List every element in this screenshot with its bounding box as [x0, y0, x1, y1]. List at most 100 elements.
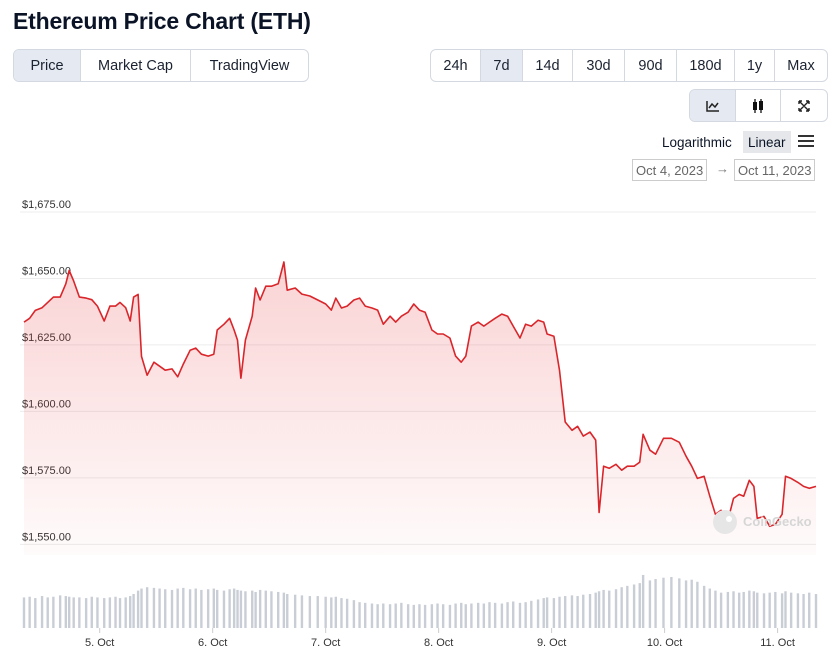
tab-button[interactable]: Market Cap — [81, 50, 191, 81]
volume-bar — [552, 598, 556, 628]
volume-bar — [340, 598, 343, 628]
volume-bar — [67, 596, 71, 628]
volume-bar — [441, 604, 445, 628]
volume-bar — [576, 596, 579, 628]
chart-tabs: Price Market Cap TradingView — [13, 49, 309, 82]
volume-bar — [264, 590, 267, 628]
range-button[interactable]: 90d — [625, 50, 677, 81]
volume-bar — [152, 587, 156, 628]
volume-bar — [22, 597, 26, 628]
volume-bar — [460, 602, 463, 628]
volume-bar — [748, 590, 751, 628]
date-arrow: → — [716, 161, 729, 176]
volume-bar — [476, 602, 480, 628]
range-button[interactable]: 180d — [677, 50, 735, 81]
volume-bar — [103, 598, 106, 628]
volume-bar — [132, 594, 135, 628]
volume-bar — [774, 591, 777, 628]
volume-bar — [780, 593, 784, 628]
line-chart-button[interactable] — [690, 90, 736, 121]
volume-bar — [470, 603, 473, 628]
price-area — [24, 262, 816, 555]
volume-bar — [90, 596, 93, 628]
volume-bar — [423, 604, 427, 628]
volume-bar — [789, 592, 793, 628]
volume-bar — [708, 588, 711, 628]
volume-bar — [64, 596, 68, 628]
volume-bar — [254, 591, 257, 628]
volume-bar — [136, 590, 140, 628]
volume-bar — [536, 599, 540, 628]
volume-bar — [714, 590, 717, 628]
expand-icon — [798, 99, 810, 112]
range-button[interactable]: 30d — [573, 50, 625, 81]
volume-bar — [182, 587, 185, 628]
menu-button[interactable] — [797, 134, 815, 153]
volume-bar — [239, 590, 243, 628]
range-button[interactable]: 7d — [481, 50, 523, 81]
volume-bar — [752, 591, 756, 628]
volume-bar — [662, 577, 665, 628]
tab-button[interactable]: Price — [14, 50, 81, 81]
volume-bar — [382, 603, 385, 628]
volume-bar — [742, 591, 745, 628]
volume-bar — [430, 604, 434, 628]
volume-bar — [232, 588, 236, 628]
volume-bar — [493, 602, 497, 628]
fullscreen-button[interactable] — [781, 90, 827, 121]
volume-bar — [719, 592, 723, 628]
volume-bar — [524, 602, 527, 628]
scale-button[interactable]: Linear — [743, 131, 791, 153]
range-button[interactable]: 14d — [523, 50, 573, 81]
volume-bar — [588, 594, 592, 628]
volume-bar — [212, 588, 216, 628]
date-from[interactable]: Oct 4, 2023 — [632, 159, 708, 181]
volume-bar — [345, 598, 349, 628]
candlestick-button[interactable] — [736, 90, 781, 121]
volume-bar — [558, 596, 561, 628]
scale-button[interactable]: Logarithmic — [662, 134, 732, 150]
volume-bar — [737, 592, 741, 628]
volume-bar — [176, 588, 179, 628]
volume-bar — [488, 602, 491, 628]
range-button[interactable]: 1y — [735, 50, 775, 81]
volume-bar — [808, 592, 811, 628]
volume-bar — [464, 604, 467, 628]
candle-icon — [753, 98, 763, 113]
range-button[interactable]: Max — [787, 57, 815, 74]
tab-button[interactable]: TradingView — [209, 57, 290, 74]
volume-bar — [124, 597, 127, 628]
range-buttons: 24h 7d 14d 30d 90d 180d 1y Max — [430, 49, 828, 82]
volume-bar — [545, 597, 549, 628]
volume-bar — [602, 589, 605, 628]
volume-bar — [702, 585, 706, 628]
volume-bar — [52, 596, 55, 628]
volume-bar — [626, 585, 629, 628]
volume-bar — [286, 594, 289, 628]
volume-bar — [215, 589, 219, 628]
watermark-eye — [726, 516, 732, 522]
volume-bar — [300, 595, 304, 628]
volume-bar — [582, 594, 585, 628]
volume-bar — [293, 594, 297, 628]
volume-bar — [170, 589, 174, 628]
volume-bar — [316, 596, 319, 628]
volume-bar — [352, 600, 356, 628]
volume-bar — [158, 588, 161, 628]
volume-bar — [436, 603, 439, 628]
range-button[interactable]: 24h — [431, 50, 481, 81]
volume-bar — [614, 589, 618, 628]
volume-bar — [206, 589, 210, 628]
volume-bar — [570, 595, 574, 628]
date-to[interactable]: Oct 11, 2023 — [734, 159, 816, 181]
x-tick-label: 6. Oct — [198, 637, 227, 649]
volume-bar — [678, 578, 681, 628]
volume-bar — [796, 593, 800, 628]
volume-bar — [768, 592, 771, 628]
x-tick-label: 8. Oct — [424, 637, 453, 649]
volume-bar — [684, 580, 688, 628]
volume-bar — [696, 581, 699, 628]
volume-bar — [454, 603, 457, 628]
volume-bar — [129, 596, 132, 628]
